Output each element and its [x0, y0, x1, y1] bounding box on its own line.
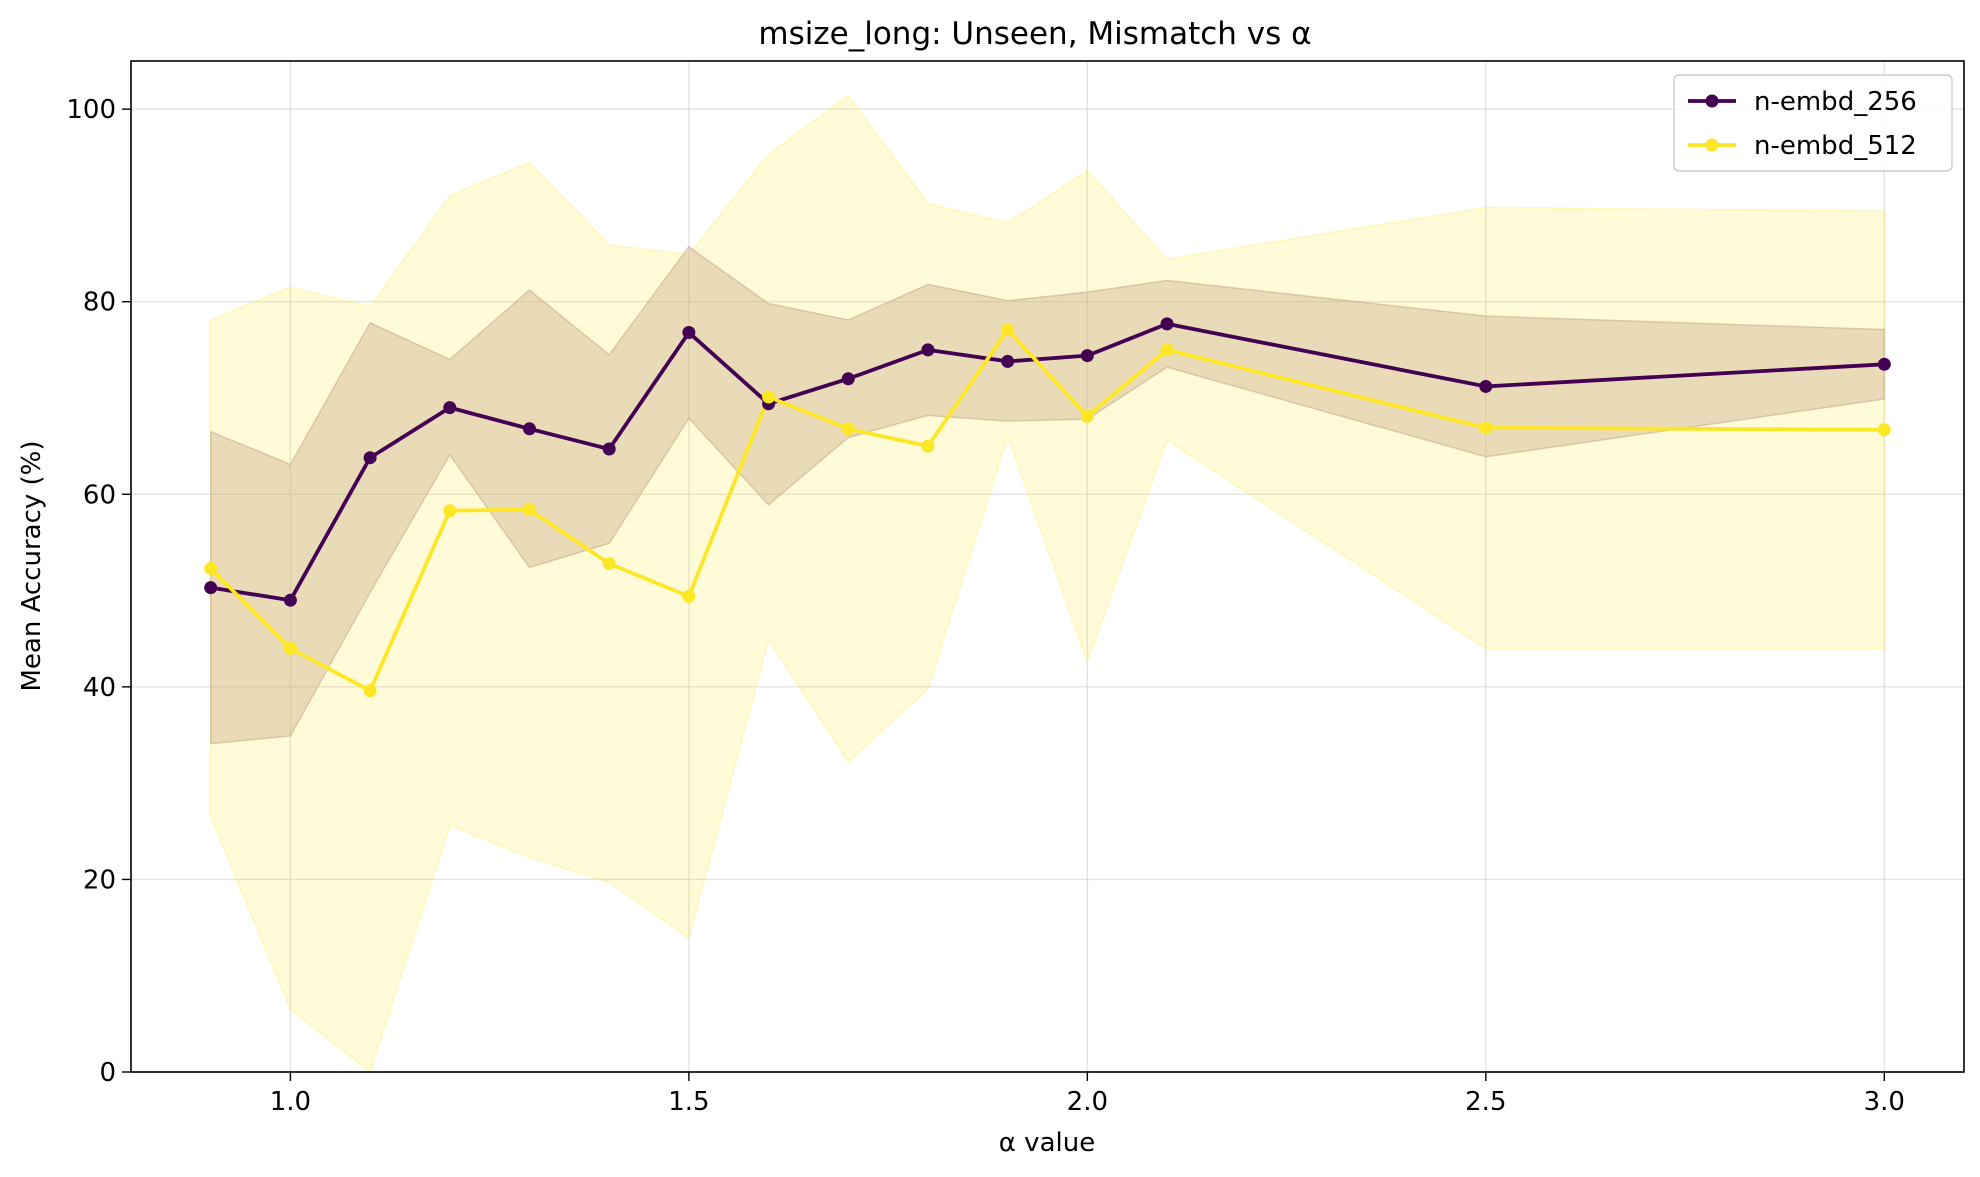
data-point-n-embd_512 — [363, 684, 377, 698]
confidence-bands — [209, 94, 1886, 1074]
data-point-n-embd_256 — [283, 593, 297, 607]
data-point-n-embd_512 — [1080, 409, 1094, 423]
data-point-n-embd_512 — [841, 422, 855, 436]
data-point-n-embd_256 — [443, 401, 457, 415]
x-tick-label: 2.0 — [1067, 1087, 1108, 1117]
y-tick-label: 100 — [66, 95, 116, 125]
legend-swatch-marker — [1705, 138, 1719, 152]
y-tick-label: 40 — [83, 673, 116, 703]
data-point-n-embd_512 — [1001, 323, 1015, 337]
data-point-n-embd_256 — [1001, 354, 1015, 368]
y-tick-label: 80 — [83, 288, 116, 318]
data-point-n-embd_256 — [363, 451, 377, 465]
data-point-n-embd_512 — [443, 504, 457, 518]
confidence-band-n-embd_256 — [209, 245, 1886, 745]
x-tick-label: 3.0 — [1864, 1087, 1905, 1117]
data-point-n-embd_256 — [841, 372, 855, 386]
y-tick-label: 0 — [99, 1058, 116, 1088]
data-point-n-embd_256 — [682, 326, 696, 340]
data-point-n-embd_256 — [1877, 357, 1891, 371]
data-point-n-embd_256 — [1479, 379, 1493, 393]
data-point-n-embd_512 — [921, 439, 935, 453]
data-point-n-embd_256 — [1080, 349, 1094, 363]
confidence-band-n-embd_512 — [209, 94, 1886, 1074]
data-point-n-embd_512 — [682, 589, 696, 603]
data-point-n-embd_512 — [283, 641, 297, 655]
series-points — [204, 317, 1891, 698]
legend-label: n-embd_256 — [1754, 87, 1917, 117]
x-tick-label: 2.5 — [1465, 1087, 1506, 1117]
y-axis-label: Mean Accuracy (%) — [17, 440, 47, 691]
data-point-n-embd_512 — [1479, 421, 1493, 435]
data-point-n-embd_256 — [522, 422, 536, 436]
legend-box — [1673, 74, 1953, 172]
x-tick-label: 1.5 — [668, 1087, 709, 1117]
axis-ticks: 1.0 1.5 2.0 2.5 3.0 0 20 40 60 80 100 — [66, 95, 1905, 1117]
y-tick-label: 20 — [83, 865, 116, 895]
data-point-n-embd_256 — [204, 581, 218, 595]
legend-swatch-marker — [1705, 94, 1719, 108]
data-point-n-embd_256 — [1160, 317, 1174, 331]
x-axis-label: α value — [999, 1128, 1095, 1158]
data-point-n-embd_512 — [602, 557, 616, 571]
data-point-n-embd_256 — [921, 343, 935, 357]
plot-frame — [130, 60, 1965, 1073]
data-point-n-embd_512 — [204, 561, 218, 575]
chart-title: msize_long: Unseen, Mismatch vs α — [758, 16, 1311, 52]
data-point-n-embd_512 — [522, 503, 536, 517]
x-tick-label: 1.0 — [270, 1087, 311, 1117]
data-point-n-embd_512 — [1160, 343, 1174, 357]
data-point-n-embd_256 — [602, 442, 616, 456]
legend: n-embd_256 n-embd_512 — [1673, 74, 1953, 172]
legend-label: n-embd_512 — [1754, 131, 1917, 161]
data-point-n-embd_512 — [1877, 423, 1891, 437]
data-point-n-embd_512 — [762, 390, 776, 404]
y-tick-label: 60 — [83, 480, 116, 510]
